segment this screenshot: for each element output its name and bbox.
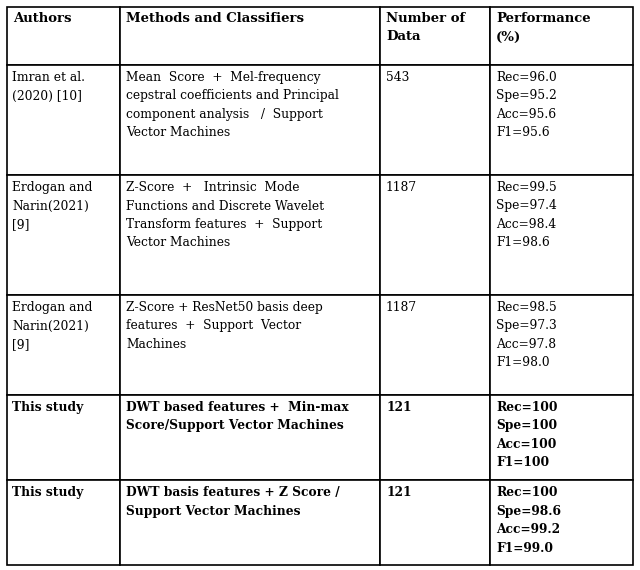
Text: Rec=99.5
Spe=97.4
Acc=98.4
F1=98.6: Rec=99.5 Spe=97.4 Acc=98.4 F1=98.6 (496, 181, 557, 250)
Bar (490, 480, 633, 565)
Text: Rec=100
Spe=100
Acc=100
F1=100: Rec=100 Spe=100 Acc=100 F1=100 (496, 401, 557, 470)
Bar (490, 7, 633, 65)
Bar (7, 175, 120, 295)
Bar (120, 65, 380, 175)
Bar (490, 65, 633, 175)
Bar (7, 7, 120, 65)
Bar (380, 65, 490, 175)
Text: Methods and Classifiers: Methods and Classifiers (126, 12, 304, 25)
Text: Performance
(%): Performance (%) (496, 12, 591, 43)
Bar (120, 295, 380, 395)
Text: Mean  Score  +  Mel-frequency
cepstral coefficients and Principal
component anal: Mean Score + Mel-frequency cepstral coef… (126, 71, 339, 140)
Bar (120, 395, 380, 480)
Bar (120, 480, 380, 565)
Bar (120, 175, 380, 295)
Bar (380, 480, 490, 565)
Text: Rec=98.5
Spe=97.3
Acc=97.8
F1=98.0: Rec=98.5 Spe=97.3 Acc=97.8 F1=98.0 (496, 301, 557, 369)
Text: 1187: 1187 (386, 301, 417, 314)
Text: Imran et al.
(2020) [10]: Imran et al. (2020) [10] (12, 71, 85, 103)
Bar (490, 395, 633, 480)
Text: Z-Score  +   Intrinsic  Mode
Functions and Discrete Wavelet
Transform features  : Z-Score + Intrinsic Mode Functions and D… (126, 181, 324, 250)
Text: Rec=96.0
Spe=95.2
Acc=95.6
F1=95.6: Rec=96.0 Spe=95.2 Acc=95.6 F1=95.6 (496, 71, 557, 140)
Bar (380, 175, 490, 295)
Bar (380, 7, 490, 65)
Text: This study: This study (12, 486, 83, 499)
Text: DWT based features +  Min-max
Score/Support Vector Machines: DWT based features + Min-max Score/Suppo… (126, 401, 349, 433)
Bar (380, 395, 490, 480)
Text: 121: 121 (386, 401, 412, 414)
Bar (120, 7, 380, 65)
Text: Erdogan and
Narin(2021)
[9]: Erdogan and Narin(2021) [9] (12, 301, 92, 351)
Text: This study: This study (12, 401, 83, 414)
Text: Authors: Authors (13, 12, 72, 25)
Text: Erdogan and
Narin(2021)
[9]: Erdogan and Narin(2021) [9] (12, 181, 92, 231)
Text: Rec=100
Spe=98.6
Acc=99.2
F1=99.0: Rec=100 Spe=98.6 Acc=99.2 F1=99.0 (496, 486, 561, 555)
Bar (7, 395, 120, 480)
Bar (490, 175, 633, 295)
Bar (7, 65, 120, 175)
Text: 543: 543 (386, 71, 410, 84)
Bar (490, 295, 633, 395)
Text: Number of
Data: Number of Data (386, 12, 465, 43)
Bar (7, 480, 120, 565)
Text: 121: 121 (386, 486, 412, 499)
Bar (7, 295, 120, 395)
Bar (380, 295, 490, 395)
Text: Z-Score + ResNet50 basis deep
features  +  Support  Vector
Machines: Z-Score + ResNet50 basis deep features +… (126, 301, 323, 351)
Text: DWT basis features + Z Score /
Support Vector Machines: DWT basis features + Z Score / Support V… (126, 486, 340, 518)
Text: 1187: 1187 (386, 181, 417, 194)
